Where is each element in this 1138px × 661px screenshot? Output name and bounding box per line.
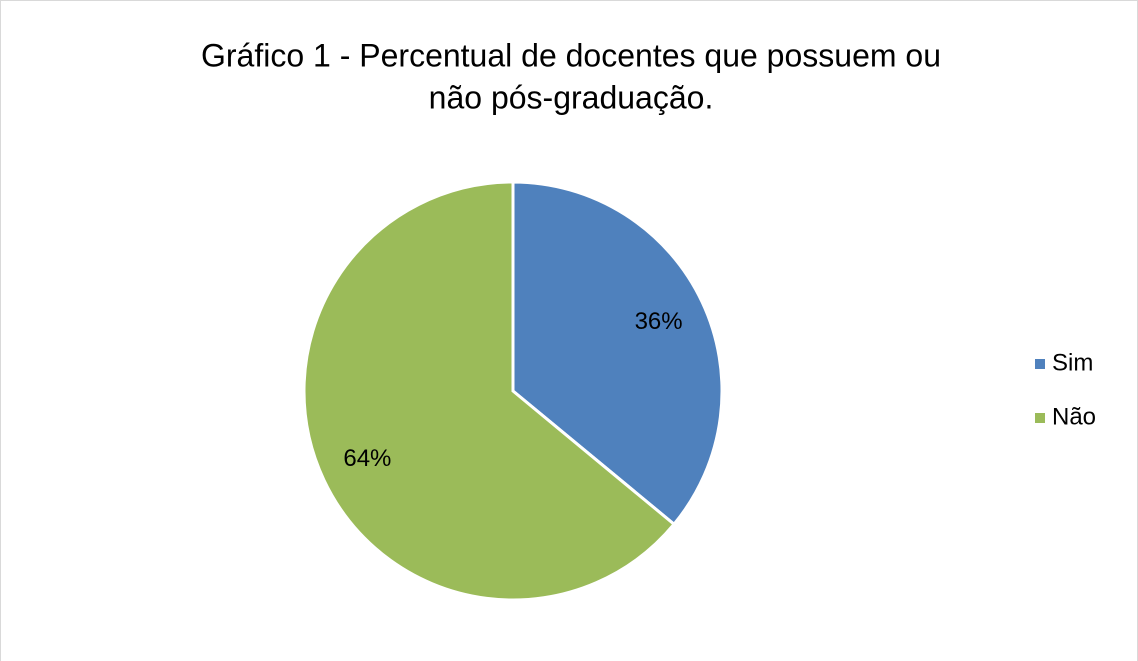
chart-title: não pós-graduação. (429, 79, 714, 115)
legend-swatch (1035, 413, 1045, 423)
legend-label: Não (1052, 403, 1096, 430)
data-label: 36% (635, 308, 683, 335)
pie-slice (302, 180, 677, 602)
chart-title: Gráfico 1 - Percentual de docentes que p… (201, 37, 941, 73)
legend-label: Sim (1052, 349, 1093, 376)
legend-swatch (1035, 359, 1045, 369)
pie-slice (511, 180, 724, 527)
data-label: 64% (343, 445, 391, 472)
